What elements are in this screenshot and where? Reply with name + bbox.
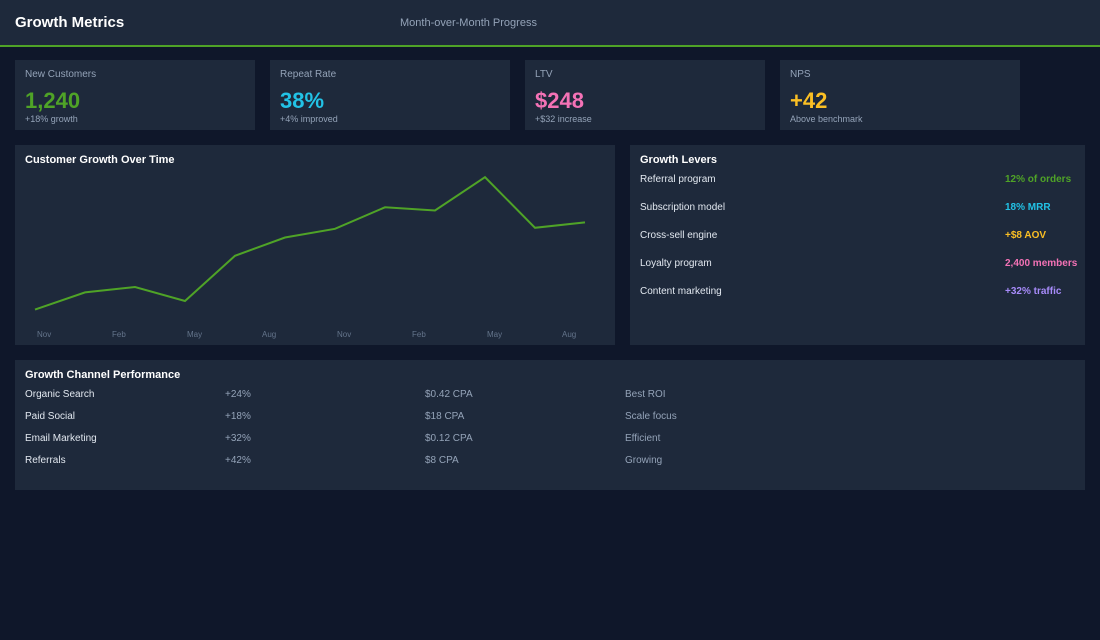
channel-name: Organic Search — [25, 389, 95, 400]
kpi-value: 1,240 — [25, 88, 81, 113]
table-row: Email Marketing +32% $0.12 CPA Efficient — [25, 433, 1065, 447]
lever-value: 2,400 members — [1005, 258, 1078, 269]
channel-cpa: $8 CPA — [425, 455, 459, 466]
kpi-card-repeat-rate: Repeat Rate 38% +4% improved — [270, 60, 510, 130]
levers-title: Growth Levers — [640, 154, 718, 166]
table-row: Referrals +42% $8 CPA Growing — [25, 455, 1065, 469]
page-subtitle: Month-over-Month Progress — [400, 17, 537, 29]
x-tick-label: May — [187, 330, 202, 339]
kpi-note: +$32 increase — [535, 114, 592, 124]
channel-growth: +18% — [225, 411, 251, 422]
lever-row: Subscription model 18% MRR — [640, 202, 1080, 216]
series-line — [34, 175, 586, 311]
growth-line-chart: Nov Feb May Aug Nov Feb May Aug — [34, 175, 586, 339]
lever-row: Loyalty program 2,400 members — [640, 258, 1080, 272]
x-tick-label: Nov — [37, 330, 51, 339]
lever-name: Loyalty program — [640, 258, 712, 269]
chart-title: Customer Growth Over Time — [25, 154, 175, 166]
kpi-card-nps: NPS +42 Above benchmark — [780, 60, 1020, 130]
kpi-value: +42 — [790, 88, 828, 113]
kpi-label: New Customers — [25, 69, 97, 80]
growth-levers-panel: Growth Levers Referral program 12% of or… — [630, 145, 1085, 345]
channel-growth: +42% — [225, 455, 251, 466]
channel-cpa: $18 CPA — [425, 411, 465, 422]
lever-name: Cross-sell engine — [640, 230, 718, 241]
lever-row: Cross-sell engine +$8 AOV — [640, 230, 1080, 244]
kpi-card-ltv: LTV $248 +$32 increase — [525, 60, 765, 130]
channel-growth: +24% — [225, 389, 251, 400]
channel-name: Referrals — [25, 455, 66, 466]
kpi-note: +4% improved — [280, 114, 338, 124]
channel-name: Paid Social — [25, 411, 76, 422]
x-tick-label: Aug — [262, 330, 276, 339]
app-header: Growth Metrics Month-over-Month Progress — [0, 0, 1100, 47]
lever-value: 12% of orders — [1005, 174, 1072, 185]
lever-value: +$8 AOV — [1005, 230, 1047, 241]
lever-row: Referral program 12% of orders — [640, 174, 1080, 188]
channel-note: Best ROI — [625, 389, 666, 400]
channel-note: Efficient — [625, 433, 661, 444]
kpi-note: Above benchmark — [790, 114, 863, 124]
channel-performance-panel: Growth Channel Performance Organic Searc… — [15, 360, 1085, 490]
x-tick-label: Aug — [562, 330, 576, 339]
kpi-label: Repeat Rate — [280, 69, 337, 80]
kpi-card-new-customers: New Customers 1,240 +18% growth — [15, 60, 255, 130]
kpi-label: LTV — [535, 69, 553, 80]
kpi-value: 38% — [280, 88, 325, 113]
page-title: Growth Metrics — [15, 14, 125, 31]
channel-note: Growing — [625, 455, 663, 466]
kpi-note: +18% growth — [25, 114, 78, 124]
kpi-label: NPS — [790, 69, 811, 80]
x-tick-label: Nov — [337, 330, 351, 339]
growth-chart-panel: Customer Growth Over Time Nov Feb May Aug No… — [15, 145, 615, 345]
lever-name: Subscription model — [640, 202, 726, 213]
channel-cpa: $0.42 CPA — [425, 389, 473, 400]
table-row: Paid Social +18% $18 CPA Scale focus — [25, 411, 1065, 425]
x-tick-label: May — [487, 330, 502, 339]
channels-title: Growth Channel Performance — [25, 369, 181, 381]
lever-value: +32% traffic — [1005, 286, 1062, 297]
lever-value: 18% MRR — [1005, 202, 1051, 213]
lever-name: Content marketing — [640, 286, 722, 297]
channel-name: Email Marketing — [25, 433, 97, 444]
channel-growth: +32% — [225, 433, 251, 444]
lever-row: Content marketing +32% traffic — [640, 286, 1080, 300]
x-tick-label: Feb — [412, 330, 426, 339]
table-row: Organic Search +24% $0.42 CPA Best ROI — [25, 389, 1065, 403]
x-tick-label: Feb — [112, 330, 126, 339]
kpi-value: $248 — [535, 88, 584, 113]
lever-name: Referral program — [640, 174, 716, 185]
channel-cpa: $0.12 CPA — [425, 433, 473, 444]
channel-note: Scale focus — [625, 411, 677, 422]
